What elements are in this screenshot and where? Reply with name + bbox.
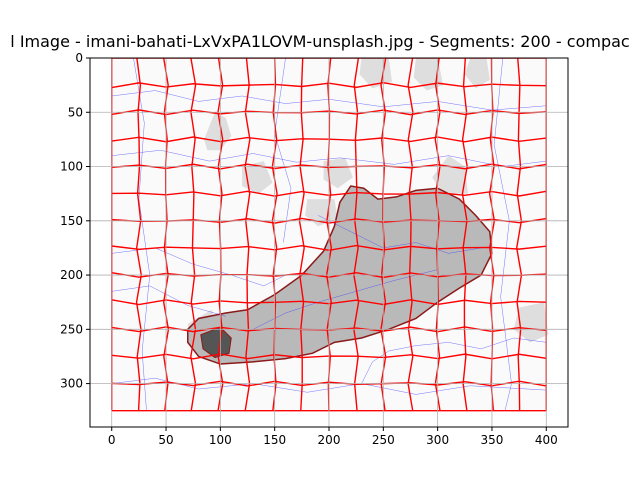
- gray-segment-4: [432, 155, 469, 194]
- x-tick-label-7: 350: [481, 433, 504, 447]
- y-tick-label-2: 100: [60, 160, 83, 174]
- contour-line-0: [111, 90, 547, 111]
- contour-line-4: [111, 377, 547, 395]
- gray-segment-3: [323, 157, 353, 189]
- y-tick-label-3: 150: [60, 214, 83, 228]
- y-tick-label-4: 200: [60, 268, 83, 282]
- contour-line-1: [111, 149, 547, 167]
- segment-boundary-v-13: [461, 58, 468, 411]
- x-tick-label-5: 250: [372, 433, 395, 447]
- y-tick-label-5: 250: [60, 322, 83, 336]
- segment-boundary-v-11: [407, 58, 414, 411]
- segment-boundary-v-9: [353, 58, 360, 411]
- x-tick-label-0: 0: [108, 433, 116, 447]
- x-tick-label-6: 300: [426, 433, 449, 447]
- y-tick-label-0: 0: [75, 51, 83, 65]
- x-tick-label-2: 100: [209, 433, 232, 447]
- y-tick-label-1: 50: [68, 105, 83, 119]
- contour-line-7: [274, 58, 292, 243]
- gray-segment-5: [464, 58, 490, 89]
- x-tick-label-3: 150: [263, 433, 286, 447]
- gray-segment-1: [242, 161, 273, 194]
- image-layer: [111, 58, 549, 412]
- contour-line-3: [111, 285, 226, 317]
- contour-line-10: [252, 269, 438, 330]
- segment-boundary-v-7: [298, 58, 305, 411]
- contour-line-8: [493, 58, 512, 411]
- contour-line-9: [318, 215, 482, 254]
- plot-axes: 0 50 100 150 200 250 300 350 400 0 50 100 150 200 250 3…: [60, 51, 569, 447]
- segment-boundary-v-3: [190, 58, 197, 411]
- segment-boundary-v-5: [244, 58, 251, 411]
- gray-segment-8: [513, 302, 549, 343]
- x-tick-label-8: 400: [535, 433, 558, 447]
- segment-boundary-v-1: [135, 58, 142, 411]
- y-tick-label-6: 300: [60, 377, 83, 391]
- chart-title: l Image - imani-bahati-LxVxPA1LOVM-unspl…: [10, 32, 629, 51]
- contour-line-5: [361, 337, 547, 384]
- x-tick-label-4: 200: [318, 433, 341, 447]
- x-tick-label-1: 50: [158, 433, 173, 447]
- segment-boundary-v-15: [516, 58, 523, 411]
